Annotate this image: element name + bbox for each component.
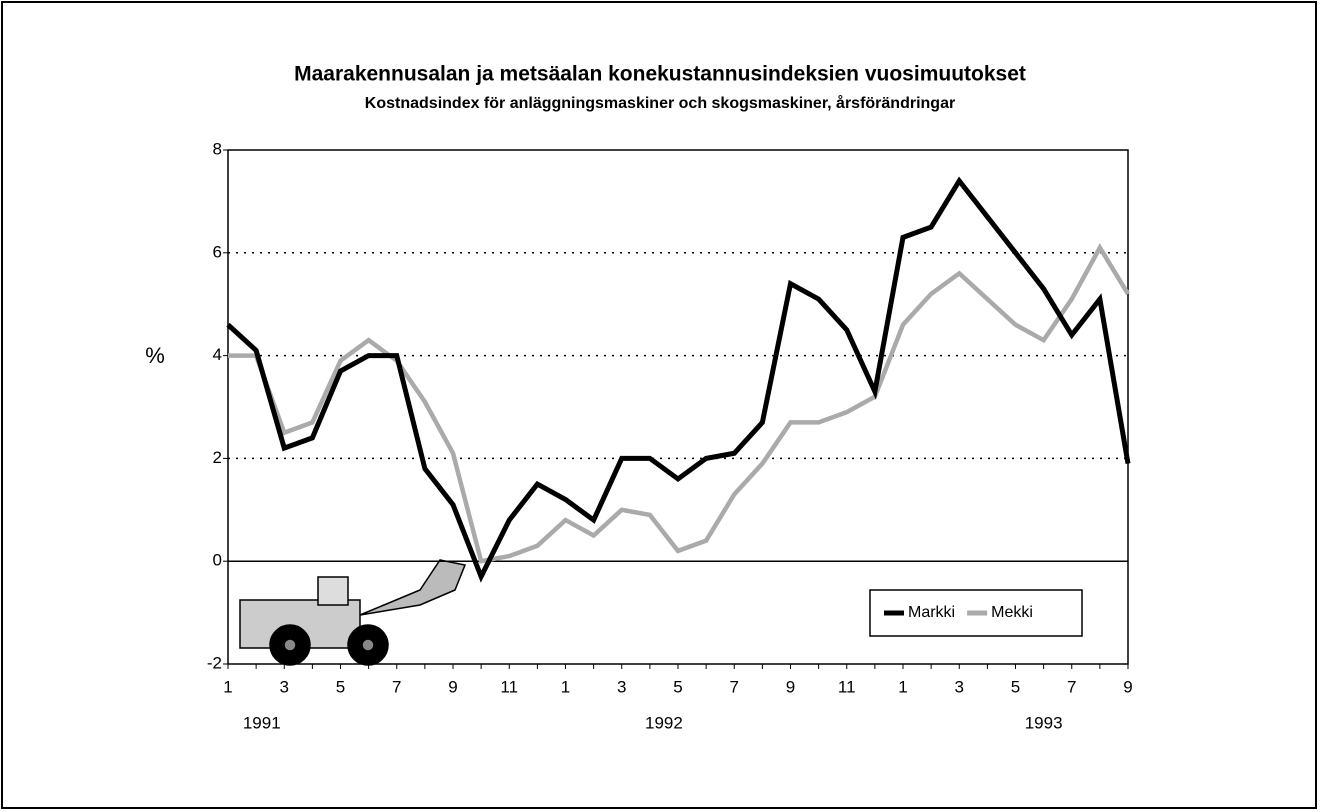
y-tick-label: 8 [213,139,222,158]
x-tick-label: 5 [336,677,345,696]
x-tick-label: 1 [561,677,570,696]
x-tick-label: 5 [673,677,682,696]
legend-label: Mekki [991,604,1033,621]
year-label: 1991 [243,713,281,732]
x-tick-label: 7 [1067,677,1076,696]
x-tick-label: 3 [280,677,289,696]
x-tick-label: 5 [1011,677,1020,696]
loader-illustration [240,560,465,665]
y-tick-label: 0 [213,551,222,570]
x-tick-label: 3 [955,677,964,696]
y-tick-label: 6 [213,242,222,261]
y-tick-label: 2 [213,448,222,467]
x-tick-label: 3 [617,677,626,696]
x-tick-label: 9 [786,677,795,696]
x-tick-label: 9 [448,677,457,696]
x-tick-label: 7 [392,677,401,696]
y-axis-label: % [145,343,165,368]
x-tick-label: 7 [730,677,739,696]
legend-label: Markki [908,604,955,621]
y-tick-label: 4 [213,345,222,364]
chart-subtitle: Kostnadsindex för anläggningsmaskiner oc… [365,94,955,112]
chart: Maarakennusalan ja metsäalan konekustann… [0,0,1320,812]
x-tick-label: 1 [223,677,232,696]
x-tick-label: 9 [1123,677,1132,696]
year-label: 1993 [1025,713,1063,732]
chart-title: Maarakennusalan ja metsäalan konekustann… [294,63,1026,86]
series-line [228,248,1128,562]
series-line [228,181,1128,577]
x-tick-label: 11 [500,677,518,696]
year-label: 1992 [645,713,683,732]
x-tick-label: 11 [838,677,856,696]
y-tick-label: -2 [207,653,222,672]
x-tick-label: 1 [898,677,907,696]
